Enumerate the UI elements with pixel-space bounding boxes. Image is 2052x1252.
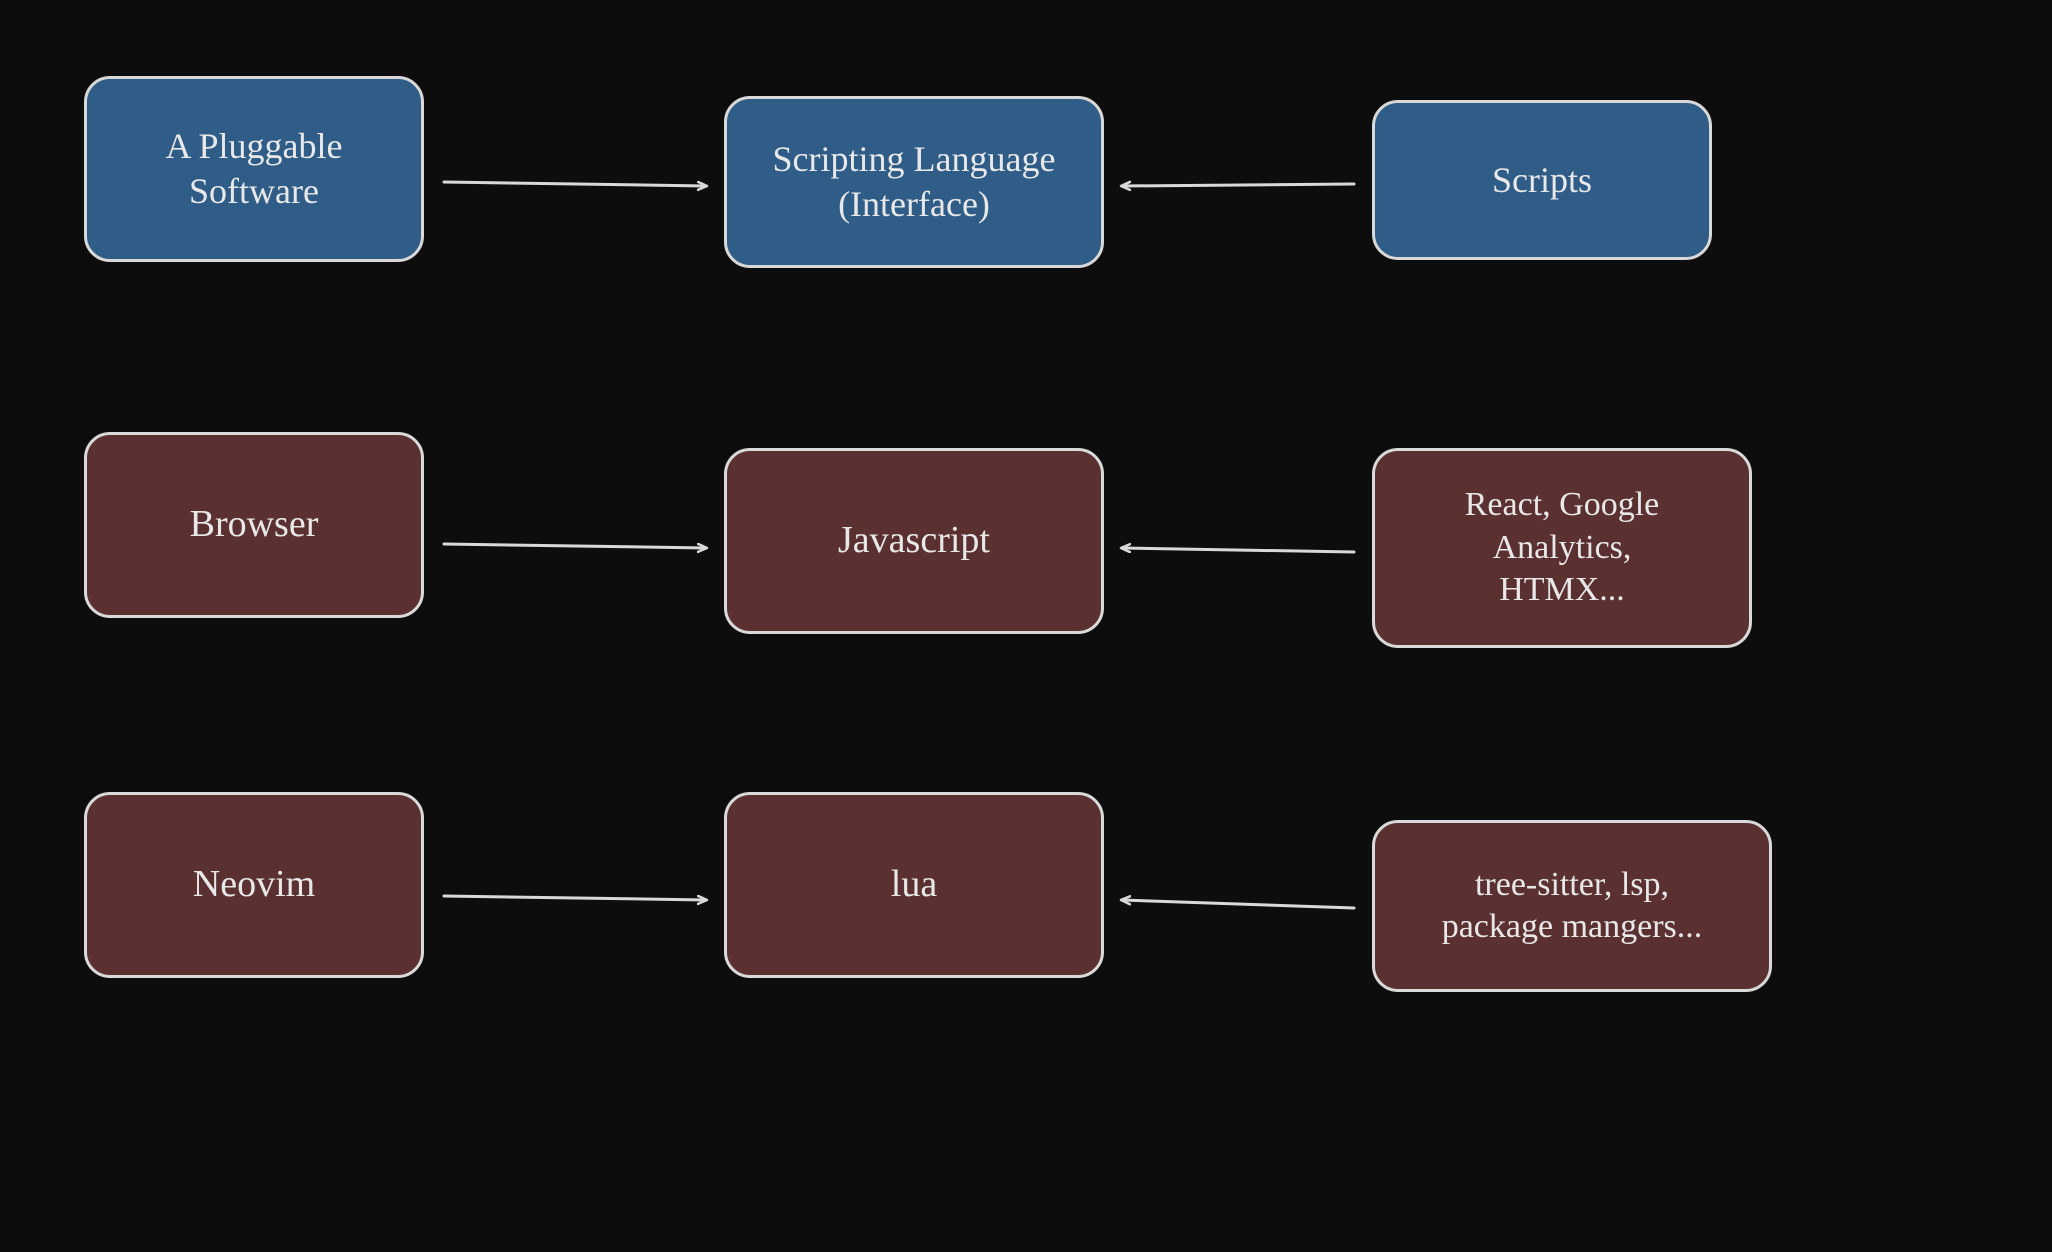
node-javascript: Javascript [724,448,1104,634]
edge-react-to-javascript [1122,548,1354,552]
edge-browser-to-javascript [444,544,706,548]
node-scripting: Scripting Language (Interface) [724,96,1104,268]
edge-neovim-to-lua [444,896,706,900]
node-browser: Browser [84,432,424,618]
diagram-canvas: A Pluggable Software Scripting Language (… [0,0,2052,1252]
node-lua: lua [724,792,1104,978]
edge-pluggable-to-scripting [444,182,706,186]
edge-scripts-to-scripting [1122,184,1354,186]
node-react: React, Google Analytics, HTMX... [1372,448,1752,648]
edge-treesitter-to-lua [1122,900,1354,908]
node-scripts: Scripts [1372,100,1712,260]
node-neovim: Neovim [84,792,424,978]
node-treesitter: tree-sitter, lsp, package mangers... [1372,820,1772,992]
node-pluggable: A Pluggable Software [84,76,424,262]
